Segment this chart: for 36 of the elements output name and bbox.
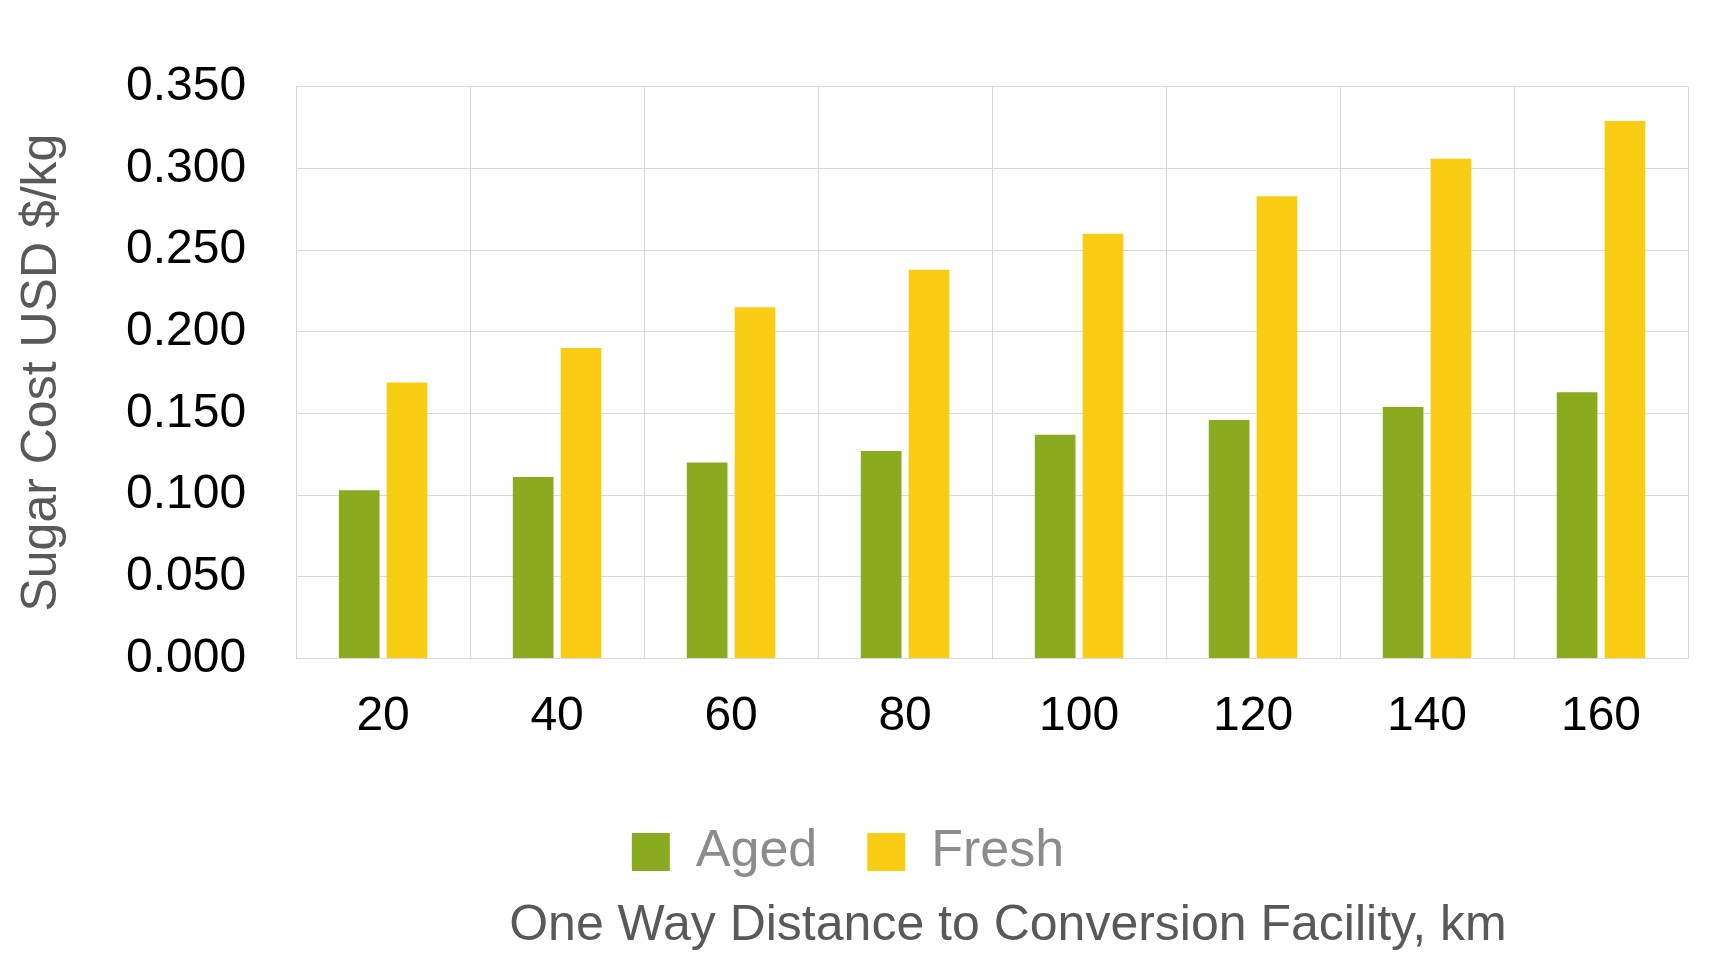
bar	[1208, 419, 1250, 658]
y-axis-title: Sugar Cost USD $/kg	[10, 133, 67, 612]
bar	[386, 382, 428, 658]
bar	[1604, 121, 1646, 658]
y-tick-label: 0.200	[125, 302, 247, 356]
x-tick-label: 60	[704, 687, 758, 741]
x-axis-title: One Way Distance to Conversion Facility, km	[508, 894, 1508, 953]
bar	[512, 477, 554, 658]
bar	[1034, 434, 1076, 658]
legend-label: Aged	[695, 819, 818, 878]
x-tick-label: 140	[1386, 687, 1468, 741]
y-tick-label: 0.150	[125, 383, 247, 437]
bar	[1556, 392, 1598, 658]
y-tick-label: 0.100	[125, 465, 247, 519]
bar	[686, 462, 728, 658]
bar	[1082, 233, 1124, 658]
x-tick-label: 120	[1212, 687, 1294, 741]
bar	[734, 307, 776, 658]
bar	[338, 490, 380, 658]
y-tick-label: 0.300	[125, 138, 247, 192]
bar	[908, 269, 950, 658]
y-tick-label: 0.000	[125, 628, 247, 682]
y-tick-label: 0.050	[125, 546, 247, 600]
x-tick-label: 80	[878, 687, 932, 741]
bar	[860, 450, 902, 658]
x-tick-label: 100	[1039, 687, 1120, 741]
bar	[1430, 158, 1472, 658]
x-tick-label: 20	[356, 687, 410, 741]
legend-label: Fresh	[931, 819, 1065, 878]
x-tick-label: 40	[530, 687, 584, 741]
bar	[560, 348, 602, 658]
y-tick-label: 0.350	[125, 57, 247, 111]
bar	[1382, 406, 1424, 658]
x-tick-label: 160	[1560, 687, 1642, 741]
bar	[1256, 196, 1298, 658]
y-tick-label: 0.250	[125, 220, 247, 274]
